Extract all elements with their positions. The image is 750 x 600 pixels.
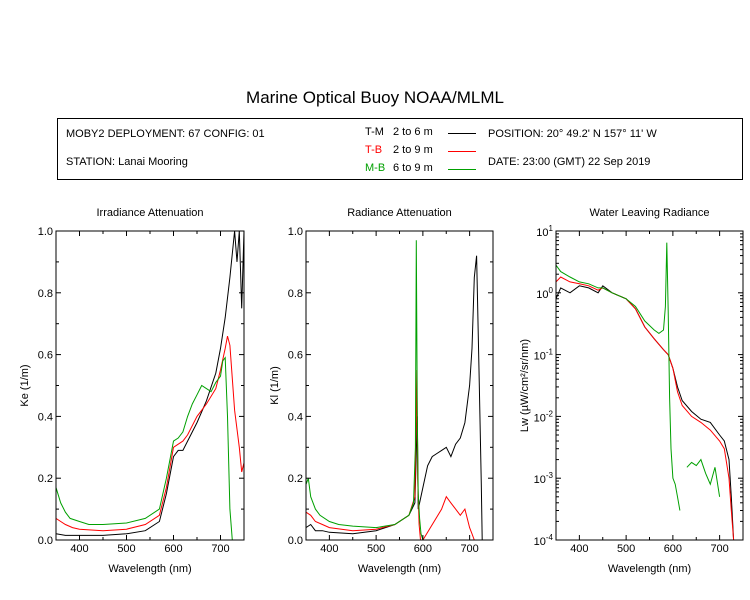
- x-tick-label: 600: [164, 543, 182, 555]
- legend-code-tb: T-B: [365, 144, 383, 156]
- x-axis-label: Wavelength (nm): [608, 563, 691, 575]
- y-axis-label: Ke (1/m): [19, 364, 31, 406]
- x-tick-label: 400: [70, 543, 88, 555]
- plot-frame: [305, 230, 494, 541]
- x-tick-label: 600: [414, 543, 432, 555]
- y-axis-label: Kl (1/m): [269, 366, 281, 405]
- legend-depth-tb: 2 to 9 m: [393, 144, 433, 156]
- series-line-t-m: [306, 255, 483, 540]
- legend-line-tm: [448, 133, 476, 134]
- legend-depth-tm: 2 to 6 m: [393, 126, 433, 138]
- legend-line-mb: [448, 169, 476, 170]
- y-tick-label: 1.0: [38, 226, 53, 238]
- plot-frame: [555, 230, 744, 541]
- x-tick-label: 700: [211, 543, 229, 555]
- legend-code-mb: M-B: [365, 162, 386, 174]
- x-tick-label: 600: [664, 543, 682, 555]
- chart-panel-1: Irradiance Attenuation 400 500 600 700 0.0 0.2…: [19, 207, 245, 575]
- y-tick-label: 100: [536, 286, 553, 301]
- series-line-m-b: [306, 240, 424, 540]
- series-line-t-m: [56, 231, 244, 536]
- y-axis-label: Lw (µW/cm²/sr/nm): [519, 339, 531, 432]
- chart-main-title: Marine Optical Buoy NOAA/MLML: [246, 88, 504, 107]
- y-tick-label: 10-1: [534, 348, 554, 363]
- y-tick-label: 0.2: [288, 473, 303, 485]
- info-box: MOBY2 DEPLOYMENT: 67 CONFIG: 01 STATION:…: [57, 118, 743, 180]
- y-tick-label: 0.0: [288, 535, 303, 547]
- y-tick-label: 0.6: [288, 350, 303, 362]
- x-tick-label: 500: [117, 543, 135, 555]
- x-tick-label: 700: [460, 543, 478, 555]
- panel-title: Water Leaving Radiance: [589, 207, 709, 219]
- x-tick-label: 500: [367, 543, 385, 555]
- plot-frame: [55, 230, 245, 541]
- y-tick-label: 0.8: [288, 288, 303, 300]
- series-line-m-b: [56, 356, 233, 540]
- x-tick-label: 400: [570, 543, 588, 555]
- series-line-t-b: [306, 369, 475, 540]
- y-tick-label: 1.0: [288, 226, 303, 238]
- series-line-t-m: [556, 285, 735, 540]
- chart-panel-2: Radiance Attenuation 400 500 600 700 0.0 0.2 0.…: [269, 207, 494, 575]
- series-line-m-b: [686, 458, 721, 497]
- panel-title: Irradiance Attenuation: [96, 207, 203, 219]
- series-line-t-b: [556, 276, 735, 540]
- y-tick-label: 101: [536, 224, 553, 239]
- deployment-label: MOBY2 DEPLOYMENT: 67 CONFIG: 01: [66, 128, 265, 140]
- series-line-m-b: [556, 242, 681, 511]
- y-tick-label: 0.6: [38, 350, 53, 362]
- y-tick-label: 10-2: [534, 409, 554, 424]
- x-axis-label: Wavelength (nm): [358, 563, 441, 575]
- y-tick-label: 0.4: [38, 411, 53, 423]
- station-label: STATION: Lanai Mooring: [66, 156, 188, 168]
- chart-panel-3: Water Leaving Radiance 400 500 600 700 10-4 10…: [519, 207, 744, 575]
- legend-line-tb: [448, 151, 476, 152]
- y-tick-label: 0.0: [38, 535, 53, 547]
- position-label: POSITION: 20° 49.2' N 157° 11' W: [488, 128, 657, 140]
- date-label: DATE: 23:00 (GMT) 22 Sep 2019: [488, 156, 651, 168]
- x-tick-label: 700: [710, 543, 728, 555]
- y-tick-label: 10-3: [534, 471, 554, 486]
- legend-code-tm: T-M: [365, 126, 384, 138]
- y-tick-label: 10-4: [534, 533, 554, 548]
- x-axis-label: Wavelength (nm): [108, 563, 191, 575]
- y-tick-label: 0.8: [38, 288, 53, 300]
- y-tick-label: 0.2: [38, 473, 53, 485]
- y-tick-label: 0.4: [288, 411, 303, 423]
- legend-depth-mb: 6 to 9 m: [393, 162, 433, 174]
- x-tick-label: 400: [320, 543, 338, 555]
- x-tick-label: 500: [617, 543, 635, 555]
- panel-title: Radiance Attenuation: [347, 207, 452, 219]
- series-line-t-b: [56, 335, 244, 532]
